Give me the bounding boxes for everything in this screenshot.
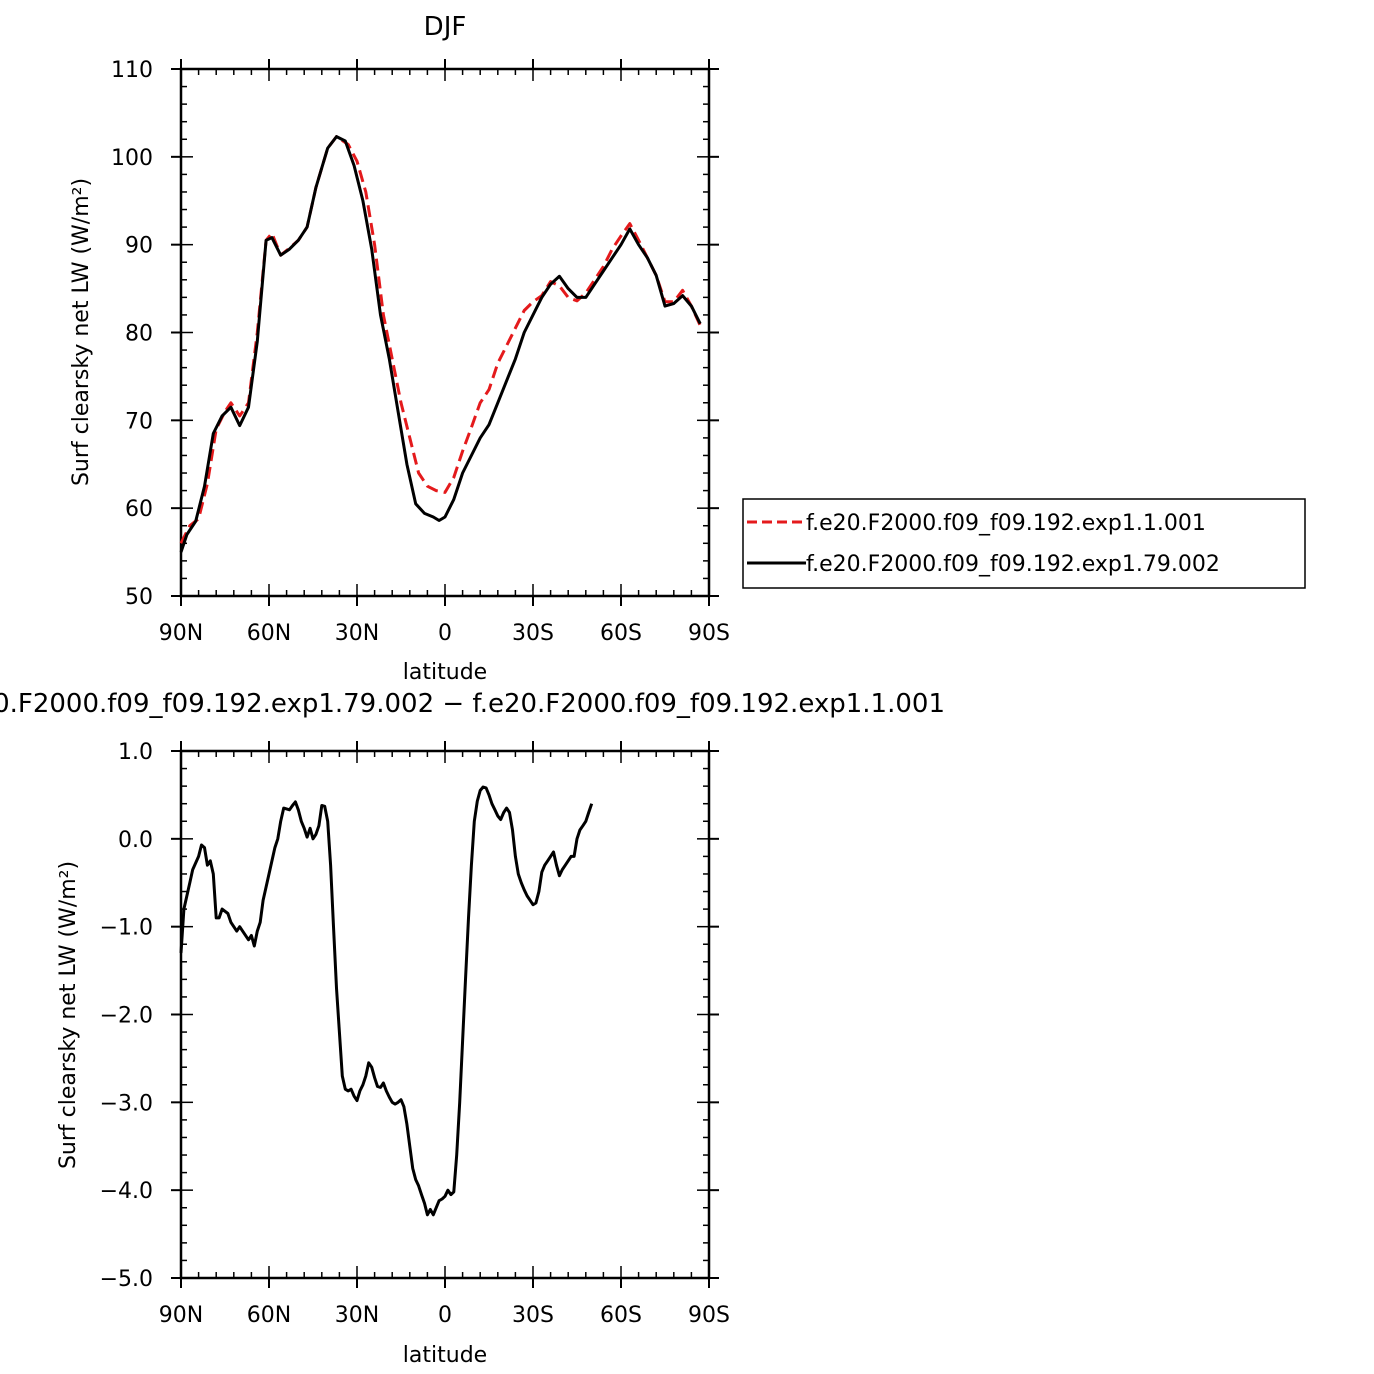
bottom-x-tick-label: 90S [688,1303,730,1328]
bottom-x-tick-label: 60N [247,1303,291,1328]
bottom-x-tick-label: 30N [335,1303,379,1328]
top-x-tick-label: 0 [438,621,452,646]
bottom-chart-x-axis-label: latitude [403,1343,487,1368]
top-x-tick-label: 30N [335,621,379,646]
top-y-tick-label: 110 [111,58,153,83]
bottom-y-tick-label: −4.0 [100,1179,153,1204]
bottom-y-tick-label: −1.0 [100,916,153,941]
bottom-y-tick-label: −5.0 [100,1267,153,1292]
legend-label-series-1: f.e20.F2000.f09_f09.192.exp1.1.001 [806,511,1206,536]
top-series-line-2 [179,135,702,553]
bottom-chart-plot-area: 90N 60N 30N 0 30S 60S 90S −5.0 −4.0 −3.0 −2.0 −1.0 0… [100,740,730,1328]
top-chart-x-axis-label: latitude [403,660,487,685]
bottom-y-tick-label: 0.0 [118,828,153,853]
top-chart: DJF 90N 60N 30N 0 30S 60S 90S5060708090100110 … [69,12,1306,685]
top-x-tick-label: 60S [600,621,642,646]
top-chart-legend: f.e20.F2000.f09_f09.192.exp1.1.001 f.e20… [742,498,1306,589]
top-y-tick-label: 70 [125,409,153,434]
top-x-tick-label: 90N [159,621,203,646]
top-y-tick-label: 80 [125,322,153,347]
bottom-y-tick-label: −3.0 [100,1091,153,1116]
bottom-series-line-1 [179,785,594,1217]
top-chart-title: DJF [424,12,467,42]
top-chart-y-axis-label: Surf clearsky net LW (W/m²) [69,178,94,486]
top-x-tick-label: 30S [512,621,554,646]
bottom-x-tick-label: 30S [512,1303,554,1328]
top-y-tick-label: 100 [111,146,153,171]
legend-label-series-2: f.e20.F2000.f09_f09.192.exp1.79.002 [806,552,1220,577]
top-y-tick-label: 90 [125,234,153,259]
legend-box [742,498,1306,589]
bottom-chart: f.e20.F2000.f09_f09.192.exp1.79.002 − f.… [0,689,945,1368]
top-y-tick-label: 60 [125,497,153,522]
bottom-chart-title: f.e20.F2000.f09_f09.192.exp1.79.002 − f.… [0,689,945,719]
bottom-y-tick-label: −2.0 [100,1004,153,1029]
bottom-y-tick-label: 1.0 [118,740,153,765]
top-y-tick-label: 50 [125,585,153,610]
top-x-tick-label: 90S [688,621,730,646]
bottom-x-tick-label: 0 [438,1303,452,1328]
bottom-x-tick-label: 60S [600,1303,642,1328]
bottom-chart-y-axis-label: Surf clearsky net LW (W/m²) [56,861,81,1169]
bottom-x-tick-label: 90N [159,1303,203,1328]
top-x-tick-label: 60N [247,621,291,646]
top-chart-plot-area: 90N 60N 30N 0 30S 60S 90S 50 60 70 80 90 100 110 [111,58,730,646]
